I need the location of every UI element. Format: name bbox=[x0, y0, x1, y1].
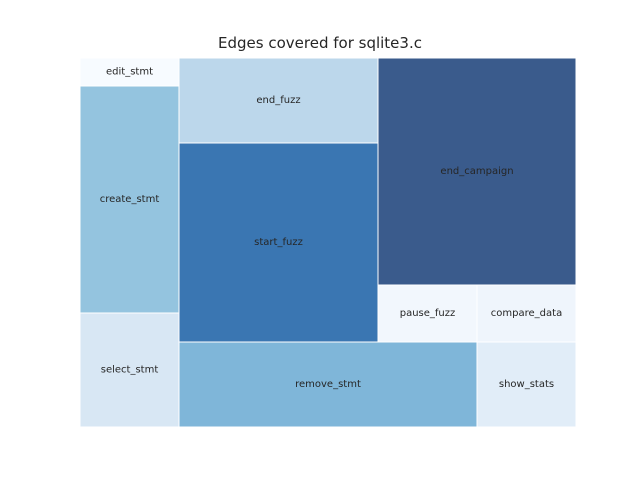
treemap-tile-show-stats: show_stats bbox=[476, 341, 577, 428]
treemap-tile-edit-stmt: edit_stmt bbox=[79, 57, 180, 87]
tile-rect bbox=[377, 284, 478, 343]
treemap-tile-end-fuzz: end_fuzz bbox=[178, 57, 379, 144]
treemap-tile-end-campaign: end_campaign bbox=[377, 57, 577, 286]
treemap-tile-start-fuzz: start_fuzz bbox=[178, 142, 379, 343]
tile-label: pause_fuzz bbox=[400, 308, 456, 319]
tile-rect bbox=[476, 284, 577, 343]
tile-label: compare_data bbox=[491, 308, 562, 319]
tile-rect bbox=[476, 341, 577, 428]
treemap-tile-remove-stmt: remove_stmt bbox=[178, 341, 478, 428]
chart-title: Edges covered for sqlite3.c bbox=[218, 34, 422, 52]
tile-rect bbox=[178, 57, 379, 144]
tile-rect bbox=[377, 57, 577, 286]
treemap-tile-select-stmt: select_stmt bbox=[79, 312, 180, 428]
treemap-tile-pause-fuzz: pause_fuzz bbox=[377, 284, 478, 343]
tile-label: create_stmt bbox=[100, 194, 160, 205]
treemap-tile-compare-data: compare_data bbox=[476, 284, 577, 343]
tile-label: start_fuzz bbox=[254, 237, 303, 248]
tile-label: show_stats bbox=[499, 379, 554, 390]
treemap-tile-create-stmt: create_stmt bbox=[79, 85, 180, 314]
tile-label: remove_stmt bbox=[295, 379, 361, 390]
tile-rect bbox=[178, 142, 379, 343]
tile-label: select_stmt bbox=[101, 365, 159, 376]
tile-label: edit_stmt bbox=[106, 67, 153, 78]
tile-rect bbox=[178, 341, 478, 428]
tile-label: end_fuzz bbox=[256, 95, 300, 106]
tile-label: end_campaign bbox=[440, 166, 513, 177]
